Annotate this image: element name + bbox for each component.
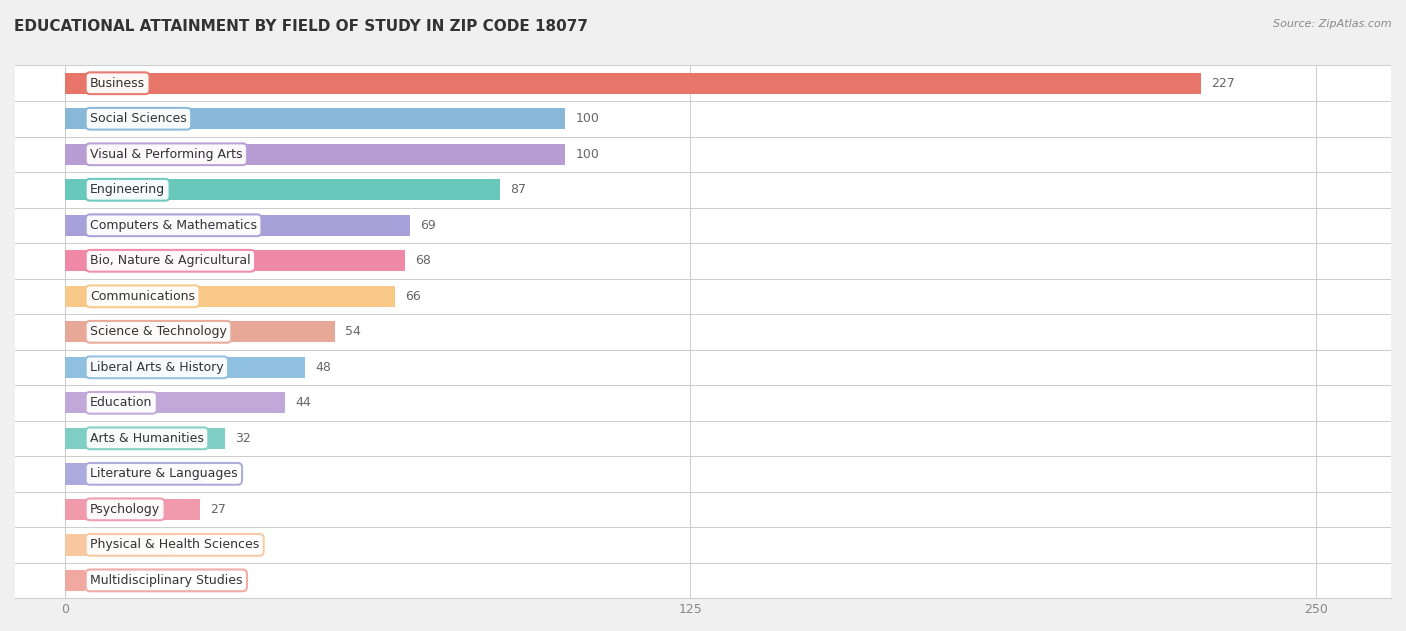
- Text: Communications: Communications: [90, 290, 195, 303]
- Text: 68: 68: [415, 254, 432, 268]
- Bar: [65, 250, 405, 271]
- Bar: [65, 498, 200, 520]
- Bar: [65, 144, 565, 165]
- Text: 87: 87: [510, 183, 526, 196]
- FancyBboxPatch shape: [15, 278, 1391, 314]
- Text: 227: 227: [1211, 77, 1234, 90]
- Text: Science & Technology: Science & Technology: [90, 326, 226, 338]
- Bar: [65, 392, 285, 413]
- Text: EDUCATIONAL ATTAINMENT BY FIELD OF STUDY IN ZIP CODE 18077: EDUCATIONAL ATTAINMENT BY FIELD OF STUDY…: [14, 19, 588, 34]
- FancyBboxPatch shape: [15, 492, 1391, 527]
- Bar: [65, 428, 225, 449]
- FancyBboxPatch shape: [15, 66, 1391, 101]
- Bar: [65, 463, 205, 485]
- Text: Visual & Performing Arts: Visual & Performing Arts: [90, 148, 243, 161]
- Bar: [65, 321, 335, 343]
- Text: 48: 48: [315, 361, 330, 374]
- Text: Multidisciplinary Studies: Multidisciplinary Studies: [90, 574, 243, 587]
- FancyBboxPatch shape: [15, 314, 1391, 350]
- Text: 22: 22: [186, 538, 201, 551]
- Text: Engineering: Engineering: [90, 183, 165, 196]
- Text: 66: 66: [405, 290, 420, 303]
- FancyBboxPatch shape: [15, 421, 1391, 456]
- FancyBboxPatch shape: [15, 385, 1391, 421]
- FancyBboxPatch shape: [15, 243, 1391, 278]
- Bar: [65, 179, 501, 201]
- Text: Physical & Health Sciences: Physical & Health Sciences: [90, 538, 259, 551]
- Text: Psychology: Psychology: [90, 503, 160, 516]
- Text: 54: 54: [346, 326, 361, 338]
- Text: 28: 28: [215, 468, 231, 480]
- Text: 44: 44: [295, 396, 311, 410]
- FancyBboxPatch shape: [15, 136, 1391, 172]
- FancyBboxPatch shape: [15, 172, 1391, 208]
- Text: Liberal Arts & History: Liberal Arts & History: [90, 361, 224, 374]
- Text: 100: 100: [575, 112, 599, 125]
- Text: 69: 69: [420, 219, 436, 232]
- Text: 100: 100: [575, 148, 599, 161]
- Text: Social Sciences: Social Sciences: [90, 112, 187, 125]
- FancyBboxPatch shape: [15, 350, 1391, 385]
- Text: 32: 32: [235, 432, 250, 445]
- FancyBboxPatch shape: [15, 563, 1391, 598]
- Text: Computers & Mathematics: Computers & Mathematics: [90, 219, 257, 232]
- Text: Business: Business: [90, 77, 145, 90]
- Text: Literature & Languages: Literature & Languages: [90, 468, 238, 480]
- Bar: [65, 570, 84, 591]
- FancyBboxPatch shape: [15, 101, 1391, 136]
- FancyBboxPatch shape: [15, 208, 1391, 243]
- Text: Bio, Nature & Agricultural: Bio, Nature & Agricultural: [90, 254, 250, 268]
- FancyBboxPatch shape: [15, 456, 1391, 492]
- Text: Source: ZipAtlas.com: Source: ZipAtlas.com: [1274, 19, 1392, 29]
- Bar: [65, 108, 565, 129]
- FancyBboxPatch shape: [15, 527, 1391, 563]
- Text: 27: 27: [209, 503, 226, 516]
- Text: Education: Education: [90, 396, 152, 410]
- Bar: [65, 215, 411, 236]
- Bar: [65, 73, 1201, 94]
- Bar: [65, 534, 176, 555]
- Bar: [65, 357, 305, 378]
- Text: 4: 4: [96, 574, 103, 587]
- Text: Arts & Humanities: Arts & Humanities: [90, 432, 204, 445]
- Bar: [65, 286, 395, 307]
